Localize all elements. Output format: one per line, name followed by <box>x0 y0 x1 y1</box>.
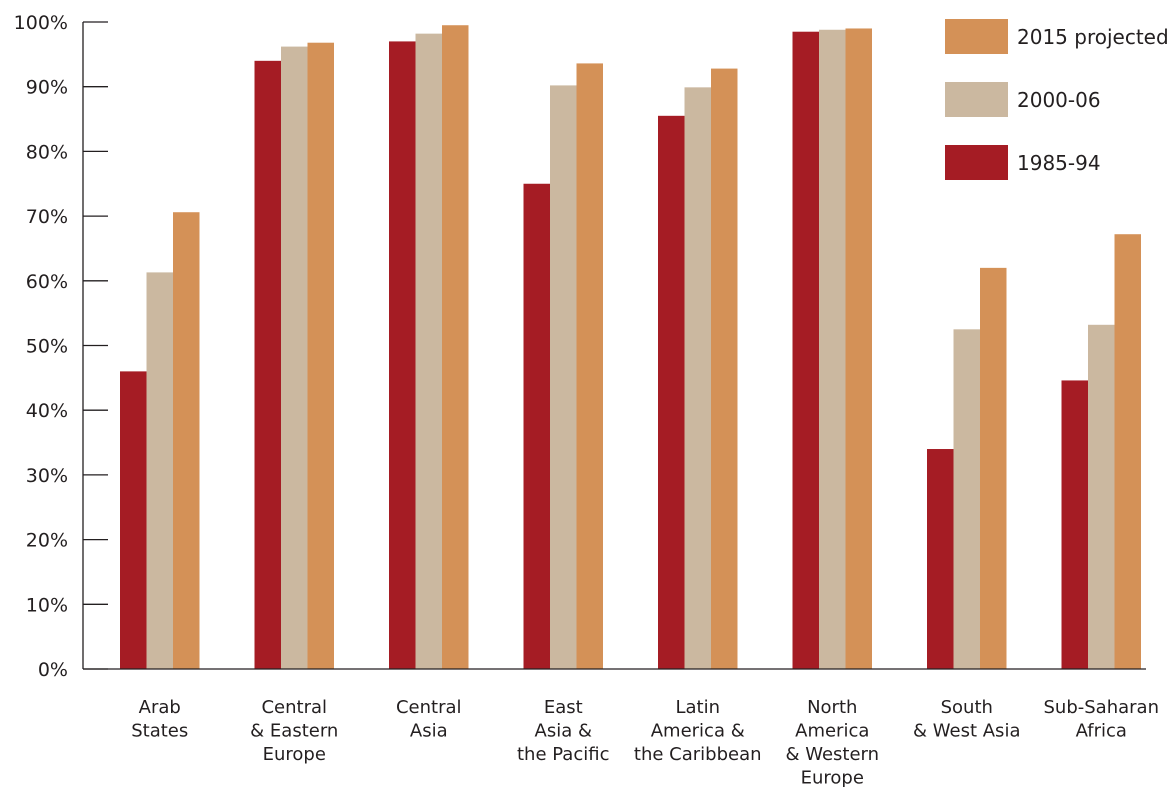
bar-2015-projected <box>307 42 334 670</box>
legend-label: 2000-06 <box>1017 88 1101 112</box>
bar-1985-94 <box>254 60 281 669</box>
bar-2015-projected <box>845 28 872 670</box>
category-label: South & West Asia <box>913 697 1020 742</box>
bar-2000-06 <box>819 29 846 670</box>
legend-swatch <box>945 19 1008 54</box>
bar-1985-94 <box>389 41 416 670</box>
category-label: Central & Eastern Europe <box>250 697 338 765</box>
y-tick-label: 50% <box>26 336 68 358</box>
y-axis: 0% 10% 20% 30% 40% 50% 60% 70% 80% 90% 100% <box>14 12 108 681</box>
legend-label: 2015 projected <box>1017 25 1169 49</box>
legend-item: 2015 projected <box>945 19 1169 54</box>
y-tick-label: 20% <box>26 530 68 552</box>
bar-2015-projected <box>1114 234 1141 669</box>
bar-1985-94 <box>523 183 550 669</box>
bar-1985-94 <box>120 371 147 669</box>
legend-swatch <box>945 82 1008 117</box>
y-tick-label: 60% <box>26 271 68 293</box>
y-tick-label: 70% <box>26 206 68 228</box>
category-label: Sub-Saharan Africa <box>1044 697 1160 742</box>
category-label: Central Asia <box>396 697 462 742</box>
bar-2000-06 <box>415 33 442 670</box>
bar-1985-94 <box>927 449 954 669</box>
category-label: Arab States <box>131 697 188 742</box>
legend-swatch <box>945 145 1008 180</box>
legend: 2015 projected 2000-06 1985-94 <box>945 19 1169 180</box>
bar-2015-projected <box>442 25 469 670</box>
bar-2000-06 <box>684 87 711 670</box>
y-tick-label: 100% <box>14 12 68 34</box>
legend-label: 1985-94 <box>1017 151 1101 175</box>
bar-1985-94 <box>1061 380 1088 669</box>
bar-2015-projected <box>173 212 200 669</box>
legend-item: 1985-94 <box>945 145 1101 180</box>
y-tick-label: 10% <box>26 594 68 616</box>
bar-2015-projected <box>576 63 603 669</box>
category-label: East Asia & the Pacific <box>517 697 609 765</box>
bar-2000-06 <box>146 272 173 669</box>
bar-2000-06 <box>281 46 308 669</box>
bars <box>120 25 1141 670</box>
y-tick-label: 30% <box>26 465 68 487</box>
category-label: Latin America & the Caribbean <box>634 697 762 765</box>
x-axis: Arab States Central & Eastern Europe Central A… <box>83 668 1160 789</box>
bar-2000-06 <box>953 329 980 669</box>
bar-2000-06 <box>1088 324 1115 669</box>
bar-2000-06 <box>550 85 577 669</box>
y-tick-label: 0% <box>38 659 68 681</box>
bar-1985-94 <box>792 31 819 669</box>
bar-2015-projected <box>711 68 738 670</box>
y-tick-label: 90% <box>26 77 68 99</box>
legend-item: 2000-06 <box>945 82 1101 117</box>
y-tick-label: 40% <box>26 400 68 422</box>
bar-1985-94 <box>658 115 685 669</box>
category-label: North America & Western Europe <box>785 697 879 789</box>
y-tick-label: 80% <box>26 141 68 163</box>
bar-2015-projected <box>980 267 1007 669</box>
